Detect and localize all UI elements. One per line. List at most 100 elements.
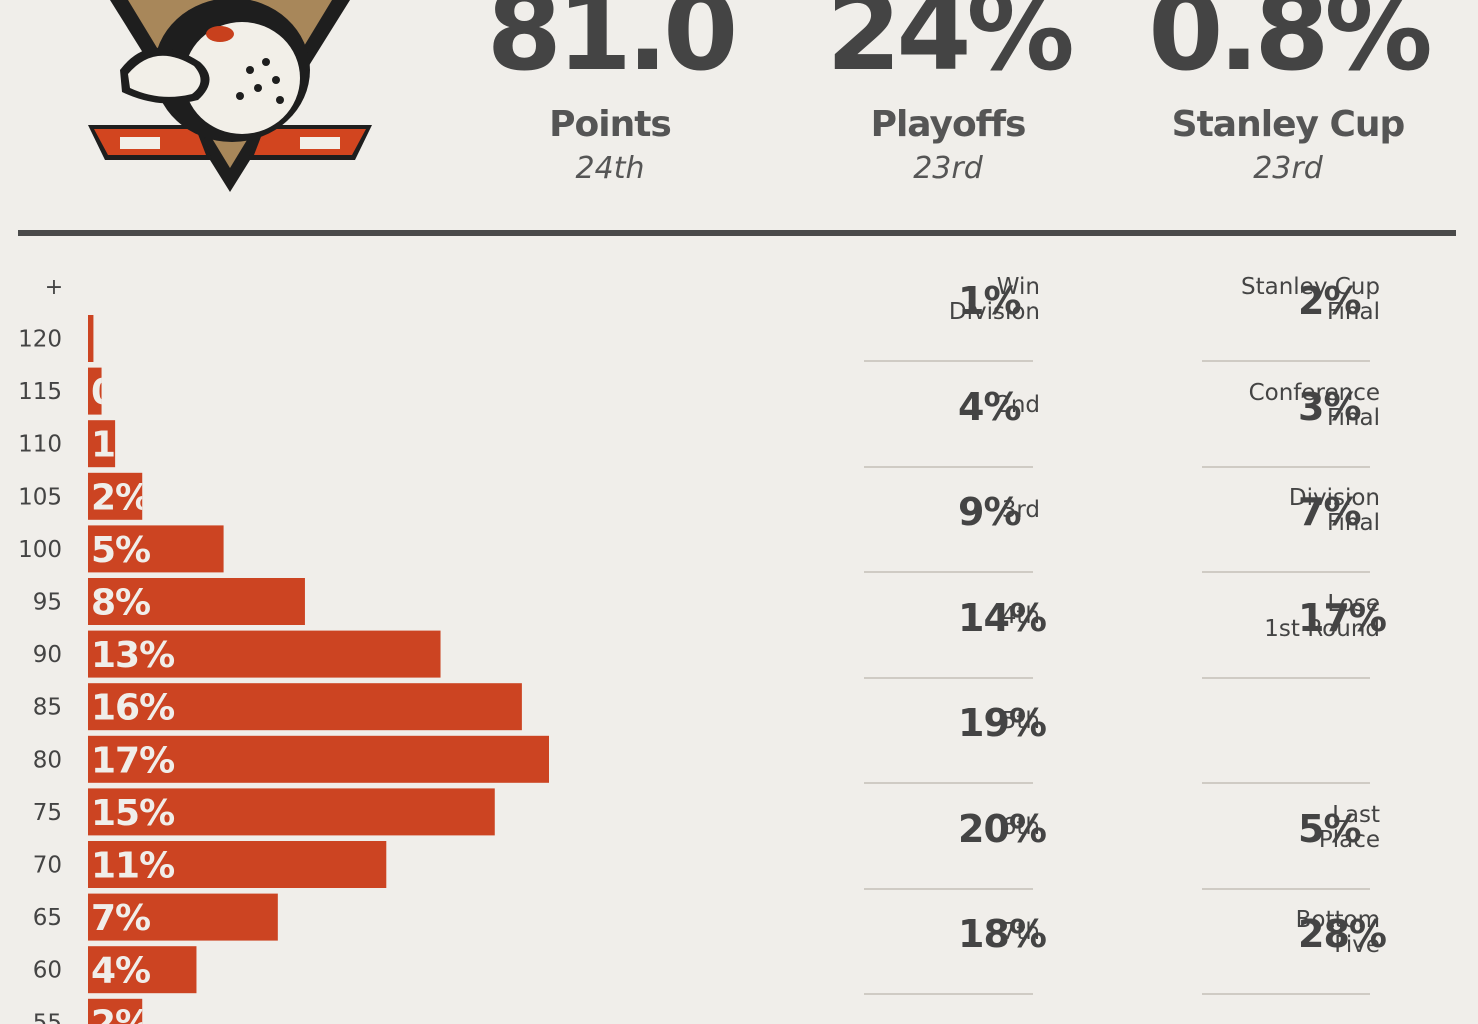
playoff-outcome-label-line: Stanley Cup [1241,274,1380,300]
playoff-outcome-value: 28% [1298,912,1387,956]
bar-data-label: 7% [91,898,150,939]
axis-tick-label: 60 [33,958,62,984]
section-divider [18,230,1456,236]
playoff-outcome-value: 5% [1298,806,1362,851]
division-finish-value: 18% [958,912,1047,956]
bar-data-label: 0% [91,372,150,413]
division-finish-value: 19% [958,701,1047,745]
division-finish-label: 3rd [860,498,1040,523]
playoff-outcome-label: Last Place [1200,802,1380,853]
axis-tick-label: 55 [33,1010,62,1024]
playoff-outcome-label-line: Final [1326,510,1380,536]
playoff-outcome-divider [1202,993,1370,995]
division-finish-row: Win Division 1% [800,257,1160,362]
playoff-outcome-label-line: Final [1326,404,1380,431]
playoff-outcome-label-line: Five [1334,932,1380,958]
stat-stanley-cup-rank: 23rd [1253,151,1323,186]
division-finish-row: 7th 18% [800,890,1160,995]
histogram-bar [88,472,143,520]
division-finish-row: 3rd 9% [800,468,1160,573]
division-finish-divider [864,676,1033,679]
division-finish-label-line: 6th [1001,813,1040,840]
division-finish-label-line: 5th [1001,708,1040,734]
stat-points-rank: 24th [575,151,645,186]
division-finish-label-line: Win [996,274,1040,300]
histogram-bar [88,998,143,1024]
histogram-bar [88,683,522,731]
division-finish-divider [864,571,1033,573]
axis-tick-label: 110 [18,432,62,458]
bar-data-label: 8% [91,583,150,624]
division-finish-row: 6th 20% [800,785,1160,890]
playoff-outcome-label-line: Final [1326,299,1380,325]
axis-tick-label: 95 [33,590,62,616]
histogram-bar [88,630,441,678]
axis-top-label: + [45,275,63,300]
histogram-bar [88,578,305,625]
bar-data-label: 2% [91,1003,150,1024]
playoff-outcome-value: 3% [1298,384,1362,429]
playoff-outcome-label-line: Bottom [1295,907,1380,933]
hockey-sticks-icon [88,125,372,160]
stat-stanley-cup: 0.8% Stanley Cup 23rd [1118,0,1458,186]
playoff-outcome-label-line: Conference [1248,379,1380,406]
playoff-outcome-divider [1202,676,1370,679]
axis-tick-label: 80 [33,747,62,773]
playoff-outcome-row: Stanley Cup Final 2% [1140,257,1478,362]
division-finish-label-line: Division [948,299,1040,325]
playoff-outcome-label-line: Place [1318,826,1380,853]
stat-playoffs: 24% Playoffs 23rd [778,0,1118,186]
playoff-outcome-row: Lose 1st Round 17% [1140,574,1478,679]
bar-data-label: 2% [91,477,150,518]
playoff-outcome-label: Conference Final [1200,379,1380,431]
playoff-outcome-label-line: 1st Round [1264,615,1380,642]
duck-mask-icon [120,0,310,142]
playoff-outcome-value: 7% [1298,490,1362,534]
division-finish-label: 6th [860,813,1040,840]
division-finish-label-line: 3rd [1001,497,1040,523]
bar-data-label: 11% [91,846,174,887]
histogram-bar [88,420,116,468]
bar-data-label: 13% [91,635,174,676]
division-finish-value: 20% [958,806,1047,851]
playoff-outcome-label: Bottom Five [1200,908,1380,958]
histogram-bar [88,893,278,941]
playoff-outcome-label: Stanley Cup Final [1200,275,1380,325]
bar-data-label: 16% [91,688,174,729]
histogram-bar [88,367,102,415]
division-finish-value: 4% [958,384,1022,429]
playoff-outcome-divider [1202,782,1370,784]
playoff-outcome-divider [1202,887,1370,890]
axis-tick-label: 100 [18,537,62,563]
bar-data-label: 17% [91,740,174,781]
histogram-bar [88,315,94,362]
histogram-bar [88,735,549,783]
division-finish-divider [864,887,1033,890]
playoff-outcome-label: Lose 1st Round [1200,591,1380,642]
axis-tick-label: 90 [33,642,62,668]
axis-tick-label: 65 [33,905,62,931]
histogram-bar [88,525,224,573]
ducks-logo [88,0,372,192]
playoff-outcome-divider [1202,360,1370,362]
playoff-outcome-value: 17% [1298,595,1387,640]
playoff-outcome-row: Bottom Five 28% [1140,890,1478,995]
bar-data-label: 4% [91,951,150,992]
bar-data-label: 5% [91,530,150,571]
playoff-outcome-divider [1202,465,1370,468]
division-finish-divider [864,993,1033,995]
points-distribution-chart: +120 115 0% 110 1% 105 2% 100 5% 95 8% 90 13% 85 16% 80… [18,275,549,1024]
axis-tick-label: 70 [33,853,62,879]
division-finish-value: 9% [958,490,1022,534]
division-finish-label: 5th [860,709,1040,734]
division-finish-divider [864,360,1033,362]
histogram-bar [88,788,495,836]
playoff-outcome-value: 2% [1298,279,1362,323]
division-finish-label: 7th [860,920,1040,945]
division-finish-row: 4th 14% [800,574,1160,679]
division-finish-divider [864,782,1033,784]
stat-playoffs-rank: 23rd [913,151,983,186]
division-finish-label-line: 4th [1001,602,1040,629]
histogram-bar [88,841,387,888]
axis-tick-label: 105 [18,484,62,510]
